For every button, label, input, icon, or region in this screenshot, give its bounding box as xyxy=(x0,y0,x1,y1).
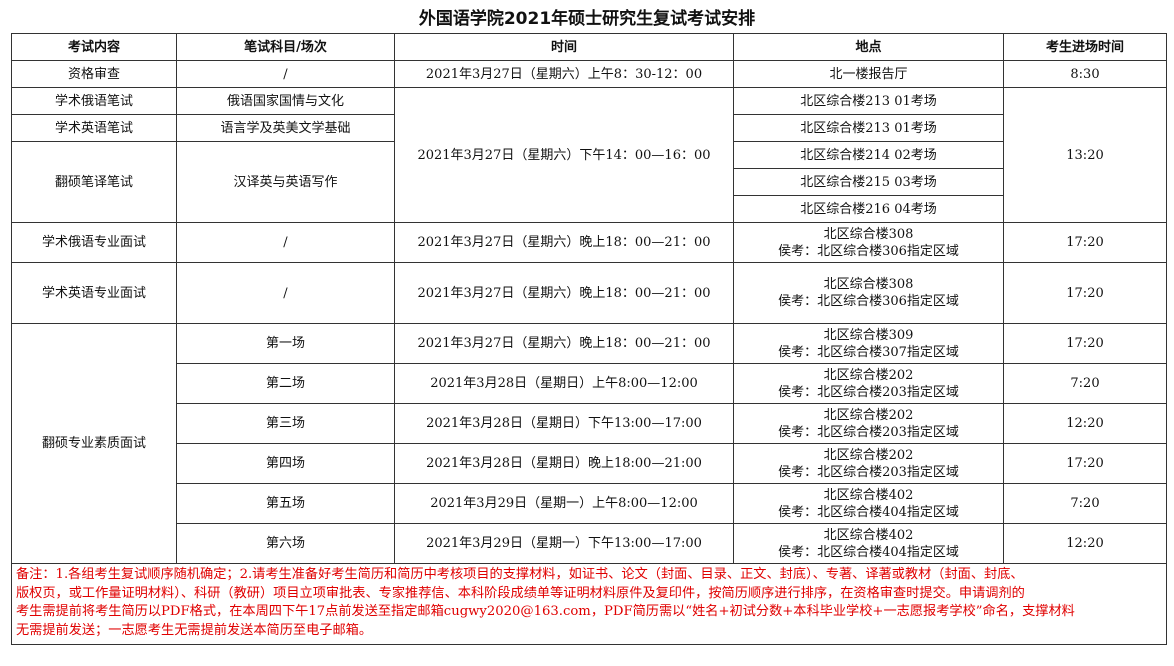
cell: 2021年3月28日（星期日）下午13:00—17:00 xyxy=(394,403,734,444)
cell: 7:20 xyxy=(1003,483,1167,524)
place: 北区综合楼202 xyxy=(823,447,914,463)
page-title: 外国语学院2021年硕士研究生复试考试安排 xyxy=(418,9,756,29)
cell: 第三场 xyxy=(176,403,395,444)
cell: 12:20 xyxy=(1003,523,1167,564)
cell: 北区综合楼308 侯考：北区综合楼306指定区域 xyxy=(733,262,1004,324)
cell: 2021年3月27日（星期六）下午14：00—16：00 xyxy=(394,87,734,223)
cell: 北区综合楼202 侯考：北区综合楼203指定区域 xyxy=(733,363,1004,404)
place: 北区综合楼202 xyxy=(823,367,914,383)
cell: 第六场 xyxy=(176,523,395,564)
header-entry: 考生进场时间 xyxy=(1003,33,1167,61)
cell: 第五场 xyxy=(176,483,395,524)
waiting-area: 侯考：北区综合楼203指定区域 xyxy=(778,424,959,440)
cell: 学术英语笔试 xyxy=(11,114,177,142)
header-time: 时间 xyxy=(394,33,734,61)
cell: 北区综合楼215 03考场 xyxy=(733,168,1004,196)
waiting-area: 侯考：北区综合楼306指定区域 xyxy=(778,294,959,309)
cell: 北区综合楼213 01考场 xyxy=(733,114,1004,142)
cell: 2021年3月27日（星期六）晚上18：00—21：00 xyxy=(394,262,734,324)
cell: 17:20 xyxy=(1003,262,1167,324)
table-row: 第三场 2021年3月28日（星期日）下午13:00—17:00 北区综合楼202 侯… xyxy=(12,403,1167,444)
cell: 学术英语专业面试 xyxy=(11,262,177,324)
place: 北区综合楼402 xyxy=(823,527,914,543)
note-line: 版权页，或工作量证明材料）、科研（教研）项目立项审批表、专家推荐信、本科阶段成绩… xyxy=(16,585,1025,601)
cell: 13:20 xyxy=(1003,87,1167,223)
cell: 17:20 xyxy=(1003,443,1167,484)
cell: 北区综合楼402 侯考：北区综合楼404指定区域 xyxy=(733,523,1004,564)
place: 北区综合楼309 xyxy=(823,327,914,343)
cell: 第二场 xyxy=(176,363,395,404)
cell: 翻硕专业素质面试 xyxy=(11,323,177,564)
header-content: 考试内容 xyxy=(11,33,177,61)
cell: 北一楼报告厅 xyxy=(733,60,1004,88)
table-row: 翻硕专业素质面试 第一场 2021年3月27日（星期六）晚上18：00—21：00 北… xyxy=(11,323,1167,564)
cell: / xyxy=(176,222,395,263)
table-row: 北区综合楼215 03考场 xyxy=(12,168,1167,196)
place: 北区综合楼202 xyxy=(823,407,914,423)
cell: 7:20 xyxy=(1003,363,1167,404)
cell: 8:30 xyxy=(1003,60,1167,88)
cell: 北区综合楼202 侯考：北区综合楼203指定区域 xyxy=(733,443,1004,484)
table-row: 翻硕笔译笔试 汉译英与英语写作 北区综合楼214 02考场 xyxy=(11,141,1167,223)
cell: 北区综合楼308 侯考：北区综合楼306指定区域 xyxy=(733,222,1004,263)
header-subject: 笔试科目/场次 xyxy=(176,33,395,61)
cell: 北区综合楼202 侯考：北区综合楼203指定区域 xyxy=(733,403,1004,444)
waiting-area: 侯考：北区综合楼404指定区域 xyxy=(778,504,959,520)
cell: 2021年3月28日（星期日）晚上18:00—21:00 xyxy=(394,443,734,484)
table-row: 第六场 2021年3月29日（星期一）下午13:00—17:00 北区综合楼402 侯… xyxy=(12,523,1167,564)
note-line: 无需提前发送；一志愿考生无需提前发送本简历至电子邮箱。 xyxy=(16,622,373,638)
cell: 17:20 xyxy=(1003,323,1167,364)
waiting-area: 侯考：北区综合楼203指定区域 xyxy=(778,464,959,480)
cell: 学术俄语笔试 xyxy=(11,87,177,115)
place: 北区综合楼308 xyxy=(823,277,914,292)
waiting-area: 侯考：北区综合楼203指定区域 xyxy=(778,384,959,400)
table-row: 第四场 2021年3月28日（星期日）晚上18:00—21:00 北区综合楼202 侯… xyxy=(12,443,1167,484)
cell: / xyxy=(176,262,395,324)
note: 备注：1.各组考生复试顺序随机确定；2.请考生准备好考生简历和简历中考核项目的支… xyxy=(11,563,1167,645)
waiting-area: 侯考：北区综合楼306指定区域 xyxy=(778,243,959,259)
cell: 第四场 xyxy=(176,443,395,484)
cell: 汉译英与英语写作 xyxy=(176,141,395,223)
cell: 俄语国家国情与文化 xyxy=(176,87,395,115)
place: 北区综合楼308 xyxy=(823,226,914,242)
table-row: 第五场 2021年3月29日（星期一）上午8:00—12:00 北区综合楼402 侯考… xyxy=(12,483,1167,524)
cell: 2021年3月27日（星期六）晚上18：00—21：00 xyxy=(394,222,734,263)
waiting-area: 侯考：北区综合楼307指定区域 xyxy=(778,344,959,360)
cell: 2021年3月29日（星期一）下午13:00—17:00 xyxy=(394,523,734,564)
cell: 北区综合楼402 侯考：北区综合楼404指定区域 xyxy=(733,483,1004,524)
cell: 学术俄语专业面试 xyxy=(11,222,177,263)
header-row: 考试内容 笔试科目/场次 时间 地点 考生进场时间 xyxy=(11,33,1167,61)
cell: 2021年3月29日（星期一）上午8:00—12:00 xyxy=(394,483,734,524)
note-row: 备注：1.各组考生复试顺序随机确定；2.请考生准备好考生简历和简历中考核项目的支… xyxy=(11,563,1167,645)
header-place: 地点 xyxy=(733,33,1004,61)
table-row: 第二场 2021年3月28日（星期日）上午8:00—12:00 北区综合楼202 侯考… xyxy=(12,363,1167,404)
waiting-area: 侯考：北区综合楼404指定区域 xyxy=(778,544,959,560)
table-row: 资格审查 / 2021年3月27日（星期六）上午8：30-12：00 北一楼报告… xyxy=(11,60,1167,88)
table-row: 北区综合楼216 04考场 xyxy=(12,195,1167,223)
schedule-table: 考试内容 笔试科目/场次 时间 地点 考生进场时间 资格审查 / 2021年3月… xyxy=(11,33,1167,645)
cell: 12:20 xyxy=(1003,403,1167,444)
cell: 北区综合楼309 侯考：北区综合楼307指定区域 xyxy=(733,323,1004,364)
table-row: 学术英语专业面试 / 2021年3月27日（星期六）晚上18：00—21：00 … xyxy=(11,262,1167,324)
table-row: 学术英语笔试 语言学及英美文学基础 北区综合楼213 01考场 xyxy=(11,114,1167,142)
cell: 语言学及英美文学基础 xyxy=(176,114,395,142)
cell: 翻硕笔译笔试 xyxy=(11,141,177,223)
table-row: 学术俄语专业面试 / 2021年3月27日（星期六）晚上18：00—21：00 … xyxy=(11,222,1167,263)
cell: 2021年3月27日（星期六）晚上18：00—21：00 xyxy=(394,323,734,364)
cell: 第一场 xyxy=(176,323,395,364)
place: 北区综合楼402 xyxy=(823,487,914,503)
note-line: 考生需提前将考生简历以PDF格式，在本周四下午17点前发送至指定邮箱cugwy2… xyxy=(16,604,1075,619)
cell: 北区综合楼216 04考场 xyxy=(733,195,1004,223)
cell: 北区综合楼214 02考场 xyxy=(733,141,1004,169)
cell: 北区综合楼213 01考场 xyxy=(733,87,1004,115)
cell: 2021年3月27日（星期六）上午8：30-12：00 xyxy=(394,60,734,88)
cell: / xyxy=(176,60,395,88)
cell: 17:20 xyxy=(1003,222,1167,263)
note-line: 备注：1.各组考生复试顺序随机确定；2.请考生准备好考生简历和简历中考核项目的支… xyxy=(16,567,1024,582)
cell: 2021年3月28日（星期日）上午8:00—12:00 xyxy=(394,363,734,404)
table-row: 学术俄语笔试 俄语国家国情与文化 2021年3月27日（星期六）下午14：00—… xyxy=(11,87,1167,223)
cell: 资格审查 xyxy=(11,60,177,88)
